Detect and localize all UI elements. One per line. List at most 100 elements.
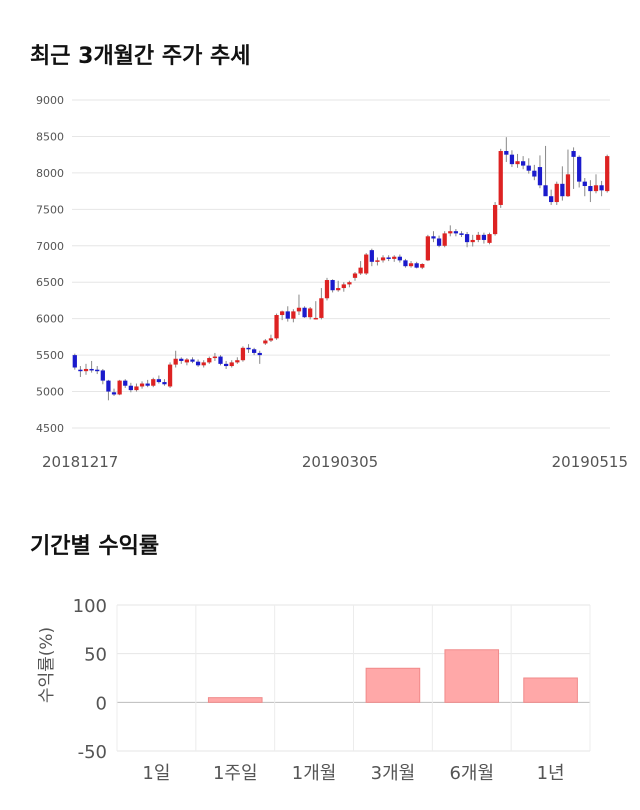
candle xyxy=(481,232,487,244)
candle-body xyxy=(481,234,487,240)
candle xyxy=(498,148,503,208)
candle-body xyxy=(526,165,531,171)
candle-body xyxy=(195,361,201,366)
candle xyxy=(605,154,610,193)
candle xyxy=(78,366,83,377)
candle xyxy=(588,180,593,203)
price-y-tick: 8500 xyxy=(36,130,64,143)
candle-body xyxy=(83,368,89,372)
candle xyxy=(526,158,531,174)
candle-body xyxy=(95,369,100,372)
candle-body xyxy=(593,185,599,192)
candle-body xyxy=(324,280,330,299)
price-y-tick: 6500 xyxy=(36,276,64,289)
candle xyxy=(565,149,571,197)
candle xyxy=(537,155,543,189)
return-bar xyxy=(523,677,578,703)
return-bar xyxy=(365,667,421,703)
candle-body xyxy=(167,364,173,387)
candle xyxy=(179,357,184,364)
candle-body xyxy=(431,236,436,239)
return-y-tick: -50 xyxy=(78,742,107,763)
candle xyxy=(403,258,408,268)
candle-body xyxy=(347,282,352,285)
price-y-tick: 8000 xyxy=(36,167,64,180)
return-y-tick: 100 xyxy=(73,596,107,617)
candle-body xyxy=(246,347,251,350)
candle-body xyxy=(139,383,145,387)
price-y-tick: 5500 xyxy=(36,349,64,362)
candle-body xyxy=(515,161,520,165)
candle-body xyxy=(577,156,582,182)
candle xyxy=(195,359,201,367)
price-y-tick: 6000 xyxy=(36,313,64,326)
candle-body xyxy=(464,234,470,243)
candle-body xyxy=(134,386,139,391)
price-y-tick: 5000 xyxy=(36,386,64,399)
period-return-title: 기간별 수익률 xyxy=(30,534,160,559)
candle-body xyxy=(521,161,526,166)
return-x-label: 6개월 xyxy=(449,763,494,784)
candle xyxy=(128,382,133,393)
candle xyxy=(134,383,139,392)
price-y-tick: 9000 xyxy=(36,94,64,107)
candle xyxy=(453,229,459,237)
candle xyxy=(549,189,554,205)
candle-body xyxy=(442,233,447,246)
return-x-label: 1일 xyxy=(142,763,170,784)
candle-body xyxy=(571,151,576,157)
candle xyxy=(274,313,279,340)
candle xyxy=(235,357,240,364)
candle-body xyxy=(470,239,475,243)
candle-body xyxy=(117,380,122,395)
candle-body xyxy=(235,360,240,363)
candle xyxy=(386,255,391,262)
candle xyxy=(280,310,285,321)
candle xyxy=(571,147,576,189)
candle xyxy=(364,253,369,275)
candle-body xyxy=(380,257,386,261)
candle xyxy=(577,155,582,188)
candle xyxy=(145,379,150,388)
candle-body xyxy=(330,280,335,291)
candle xyxy=(268,334,274,342)
candle xyxy=(212,352,218,361)
candle-body xyxy=(223,363,229,367)
candle xyxy=(358,261,363,275)
candle xyxy=(599,180,604,197)
candle-body xyxy=(280,311,285,316)
candle-body xyxy=(291,311,296,319)
price-x-label: 20181217 xyxy=(42,453,118,471)
candle-body xyxy=(352,273,358,278)
candle-body xyxy=(128,385,133,391)
candle xyxy=(476,231,481,243)
candle-body xyxy=(212,356,218,359)
candle xyxy=(515,153,520,168)
candle-body xyxy=(420,264,425,268)
price-y-tick: 7500 xyxy=(36,203,64,216)
candle-body xyxy=(72,355,77,368)
candle-body xyxy=(173,358,178,365)
candle xyxy=(263,339,268,345)
period-return-chart: 100 50 0 -50 1일 1주일 1개월 3개월 6개월 1년 수익률(%) xyxy=(37,596,591,784)
candle xyxy=(302,306,307,318)
candle-body xyxy=(151,379,156,386)
candle-body xyxy=(537,167,543,186)
candle xyxy=(111,388,117,396)
candle-body xyxy=(492,204,498,235)
candle-body xyxy=(504,151,509,155)
candle-body xyxy=(364,254,369,274)
candle-body xyxy=(162,382,167,385)
candle xyxy=(167,362,173,388)
candle xyxy=(375,257,380,266)
candle xyxy=(397,254,402,263)
candle-body xyxy=(89,368,94,371)
candle-body xyxy=(549,196,554,203)
candle xyxy=(184,358,190,366)
candle-body xyxy=(319,298,324,318)
candle xyxy=(285,306,290,322)
candle xyxy=(72,353,77,370)
candle xyxy=(431,231,436,243)
candle xyxy=(532,164,537,181)
candle-body xyxy=(145,383,150,386)
